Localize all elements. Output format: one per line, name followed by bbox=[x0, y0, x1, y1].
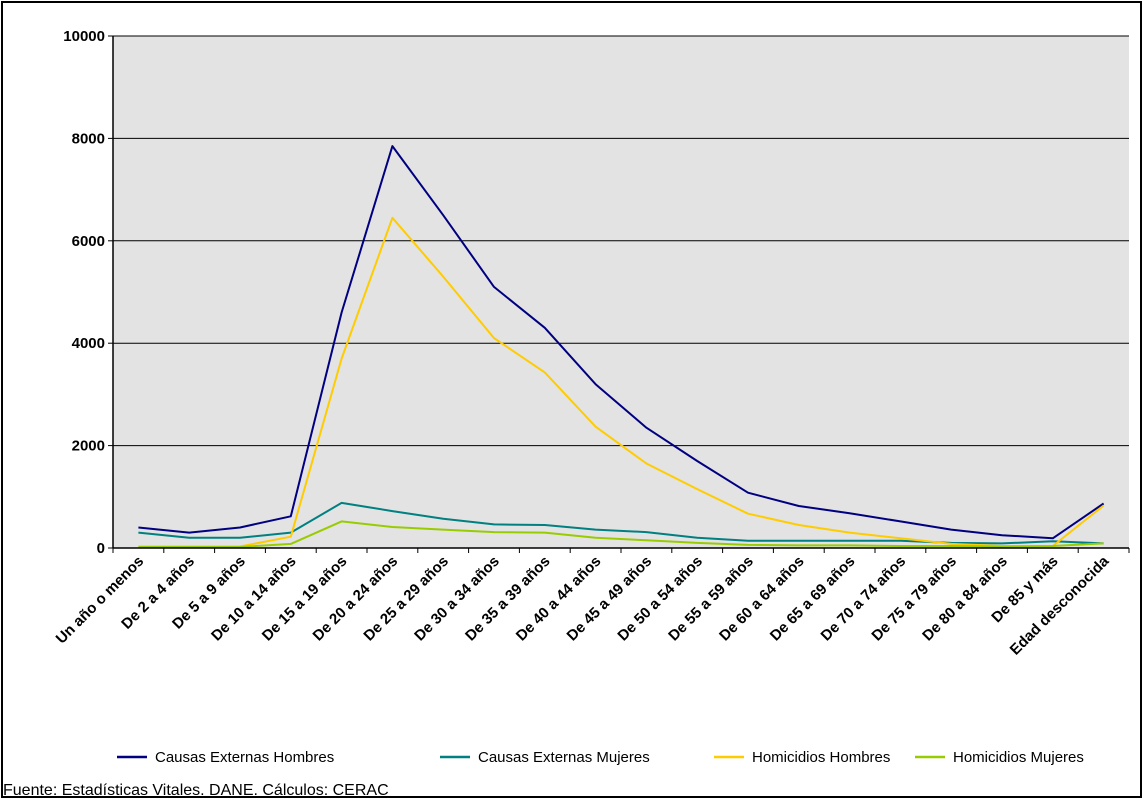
legend-item: Causas Externas Mujeres bbox=[440, 749, 650, 766]
y-tick-label: 2000 bbox=[72, 438, 105, 455]
y-tick-label: 4000 bbox=[72, 335, 105, 352]
y-tick-label: 10000 bbox=[63, 28, 105, 45]
legend-label: Homicidios Hombres bbox=[752, 749, 890, 766]
series-line-1 bbox=[138, 145, 1105, 540]
legend-item: Homicidios Mujeres bbox=[915, 749, 1084, 766]
x-tick-label: Un año o menos bbox=[53, 553, 148, 648]
source-note: Fuente: Estadísticas Vitales. DANE. Cálc… bbox=[3, 782, 389, 799]
y-axis-ticks: 0 2000 4000 6000 8000 10000 bbox=[63, 28, 113, 557]
legend-label: Causas Externas Hombres bbox=[155, 749, 334, 766]
gridlines bbox=[113, 35, 1129, 447]
legend-item: Homicidios Hombres bbox=[714, 749, 890, 766]
series-lines bbox=[138, 145, 1105, 548]
plot-area bbox=[113, 36, 1129, 548]
series-line-3 bbox=[138, 216, 1105, 548]
legend-label: Homicidios Mujeres bbox=[953, 749, 1084, 766]
series-line-4 bbox=[138, 520, 1104, 548]
legend-item: Causas Externas Hombres bbox=[117, 749, 334, 766]
legend-label: Causas Externas Mujeres bbox=[478, 749, 650, 766]
y-tick-label: 6000 bbox=[72, 233, 105, 250]
y-tick-label: 0 bbox=[97, 540, 105, 557]
x-tick-label: Edad desconocida bbox=[1007, 552, 1113, 658]
y-tick-label: 8000 bbox=[72, 130, 105, 147]
legend: Causas Externas Hombres Causas Externas M… bbox=[117, 749, 1084, 766]
